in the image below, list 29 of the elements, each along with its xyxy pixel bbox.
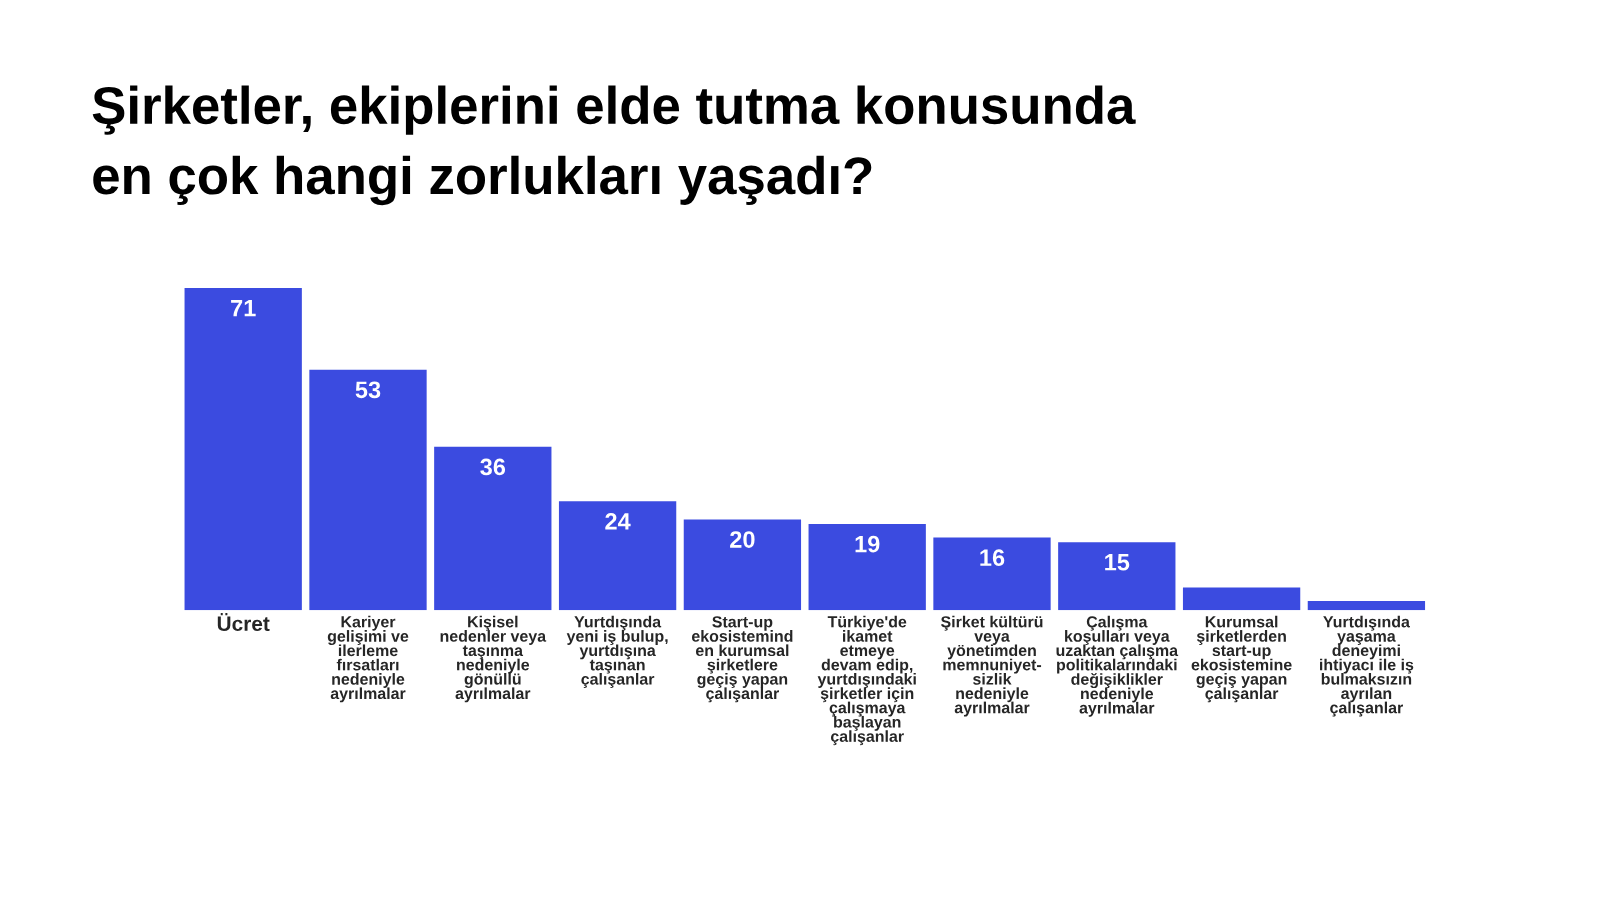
data-label: 36 bbox=[480, 458, 506, 476]
data-label: 16 bbox=[980, 549, 1005, 567]
data-label: 15 bbox=[1105, 554, 1130, 571]
bar bbox=[933, 537, 1051, 611]
x-tick-label: Start-up ekosistemind en kurumsal şirketlere geçiş yapan çalışanlar bbox=[691, 616, 793, 703]
bar bbox=[1182, 587, 1301, 611]
data-label: 24 bbox=[605, 513, 631, 530]
x-tick-label: Ücret bbox=[217, 613, 270, 632]
data-label: 53 bbox=[355, 381, 381, 399]
x-tick-label: Kariyer gelişimi ve ilerleme fırsatları nedeniyle ayrılmalar bbox=[327, 615, 409, 703]
data-label: 19 bbox=[855, 535, 880, 553]
bar bbox=[808, 523, 926, 611]
x-tick-label: Kişisel nedenler veya taşınma nedeniyle gönüllü ayrılmalar bbox=[440, 615, 547, 703]
x-tick-label: Yurtdışında yeni iş bulup, yurtdışına taşınan çalışanlar bbox=[566, 615, 668, 688]
category-label: Türkiye'de ikamet etmeye devam edip, yurtdışındaki şirketler için çalışmaya başlayan çalışanlar bbox=[817, 615, 916, 746]
x-tick-label: Şirket kültürü veya yönetimden memnuniyet- sizlik nedeniyle ayrılmalar bbox=[940, 615, 1043, 717]
bar bbox=[434, 446, 552, 611]
data-label: 71 bbox=[231, 299, 256, 317]
bar bbox=[1058, 542, 1176, 611]
x-tick-label: Kurumsal şirketlerden start-up ekosistemine geçiş yapan çalışanlar bbox=[1191, 615, 1292, 703]
bar bbox=[184, 288, 302, 611]
bar bbox=[558, 501, 677, 611]
chart-title: Şirketler, ekiplerini elde tutma konusunda en çok hangi zorlukları yaşadı? bbox=[92, 85, 1136, 206]
x-tick-label: Çalışma koşulları veya uzaktan çalışma politikalarındaki değişiklikler nedeniyle ayrılmalar bbox=[1056, 615, 1179, 717]
bar bbox=[309, 369, 427, 611]
x-tick-label: Yurtdışında yaşama deneyimi ihtiyacı ile iş bulmaksızın ayrılan çalışanlar bbox=[1320, 615, 1414, 717]
bar bbox=[683, 519, 802, 611]
data-label: 20 bbox=[730, 531, 755, 548]
bar bbox=[1307, 601, 1426, 611]
